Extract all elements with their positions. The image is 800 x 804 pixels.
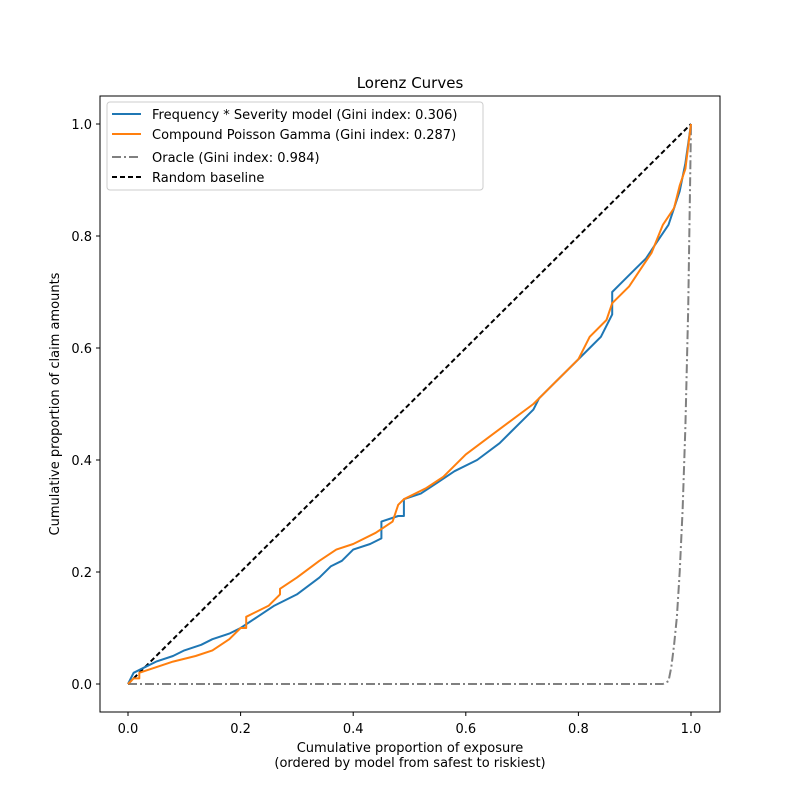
x-tick-label: 0.8 [568,722,589,737]
legend-label-random-baseline: Random baseline [152,171,264,186]
y-axis-ticks: 0.0 0.2 0.4 0.6 0.8 1.0 [71,118,100,693]
legend-box [106,101,484,191]
x-tick-label: 0.2 [230,722,251,737]
series-line-1 [127,123,692,685]
x-tick-label: 0.6 [455,722,476,737]
x-tick-label: 0.0 [118,722,139,737]
y-tick-label: 0.6 [71,342,92,357]
series-layer [127,123,692,685]
y-axis-label: Cumulative proportion of claim amounts [48,272,63,535]
x-axis-ticks: 0.0 0.2 0.4 0.6 0.8 1.0 [118,712,702,737]
y-tick-label: 1.0 [71,118,92,133]
x-tick-label: 0.4 [343,722,364,737]
x-axis-label: Cumulative proportion of exposure [297,741,524,756]
y-tick-label: 0.4 [71,454,92,469]
y-tick-label: 0.8 [71,230,92,245]
legend: Frequency * Severity model (Gini index: … [106,101,484,191]
x-axis-label-line2: (ordered by model from safest to riskies… [274,756,545,771]
chart-title: Lorenz Curves [357,74,464,92]
legend-label-oracle: Oracle (Gini index: 0.984) [152,151,320,166]
x-tick-label: 1.0 [681,722,702,737]
y-tick-label: 0.0 [71,678,92,693]
series-line-2 [128,123,692,685]
legend-label-frequency-severity: Frequency * Severity model (Gini index: … [152,108,457,123]
legend-label-compound-poisson: Compound Poisson Gamma (Gini index: 0.28… [152,128,456,143]
series-line-0 [127,123,692,685]
y-tick-label: 0.2 [71,566,92,581]
series-line-3 [127,123,692,685]
